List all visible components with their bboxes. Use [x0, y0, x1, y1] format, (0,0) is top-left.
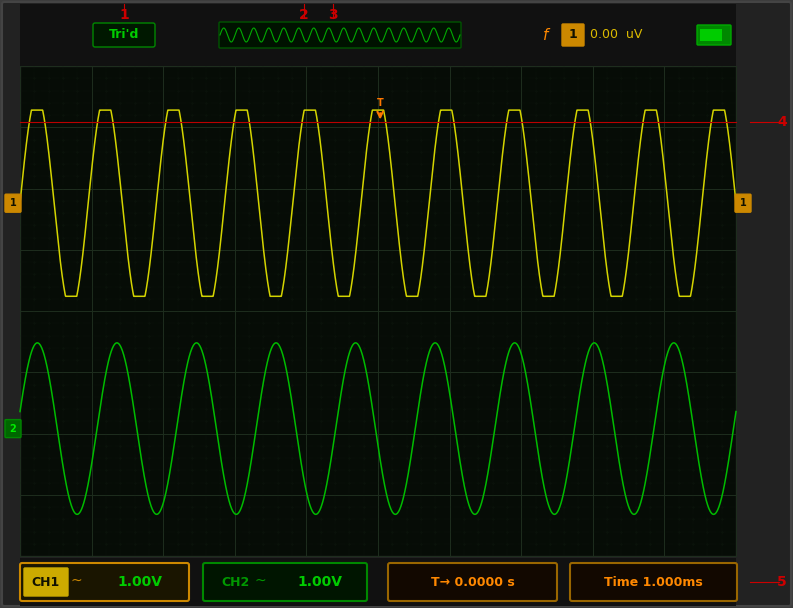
Bar — [20, 66, 736, 556]
Text: Time 1.000ms: Time 1.000ms — [604, 576, 703, 589]
Text: ~: ~ — [255, 574, 266, 588]
Text: 4: 4 — [777, 116, 787, 130]
FancyBboxPatch shape — [735, 194, 751, 212]
Text: 5: 5 — [777, 575, 787, 589]
Text: T: T — [377, 98, 384, 108]
FancyBboxPatch shape — [697, 25, 731, 45]
Text: f: f — [543, 27, 549, 43]
FancyBboxPatch shape — [570, 563, 737, 601]
FancyBboxPatch shape — [5, 420, 21, 438]
FancyBboxPatch shape — [20, 563, 189, 601]
Bar — [700, 29, 722, 41]
Text: Tri'd: Tri'd — [109, 29, 140, 41]
FancyBboxPatch shape — [562, 24, 584, 46]
Text: 1: 1 — [569, 29, 577, 41]
FancyBboxPatch shape — [219, 22, 461, 48]
FancyBboxPatch shape — [388, 563, 557, 601]
Text: CH1: CH1 — [32, 576, 60, 589]
Text: 1: 1 — [119, 8, 129, 22]
FancyBboxPatch shape — [203, 563, 367, 601]
Text: 2: 2 — [10, 424, 17, 434]
FancyBboxPatch shape — [5, 194, 21, 212]
Text: 1.00V: 1.00V — [117, 575, 163, 589]
Text: ~: ~ — [71, 574, 82, 588]
FancyBboxPatch shape — [93, 23, 155, 47]
Text: 3: 3 — [328, 8, 338, 22]
Text: T→ 0.0000 s: T→ 0.0000 s — [431, 576, 515, 589]
FancyBboxPatch shape — [24, 568, 68, 596]
Text: 1: 1 — [10, 198, 17, 208]
Text: 1: 1 — [740, 198, 746, 208]
Text: 2: 2 — [299, 8, 309, 22]
Text: 1.00V: 1.00V — [297, 575, 343, 589]
Bar — [20, 558, 736, 606]
Text: 0.00  uV: 0.00 uV — [590, 29, 642, 41]
Bar — [20, 4, 736, 66]
Text: CH2: CH2 — [221, 576, 249, 589]
